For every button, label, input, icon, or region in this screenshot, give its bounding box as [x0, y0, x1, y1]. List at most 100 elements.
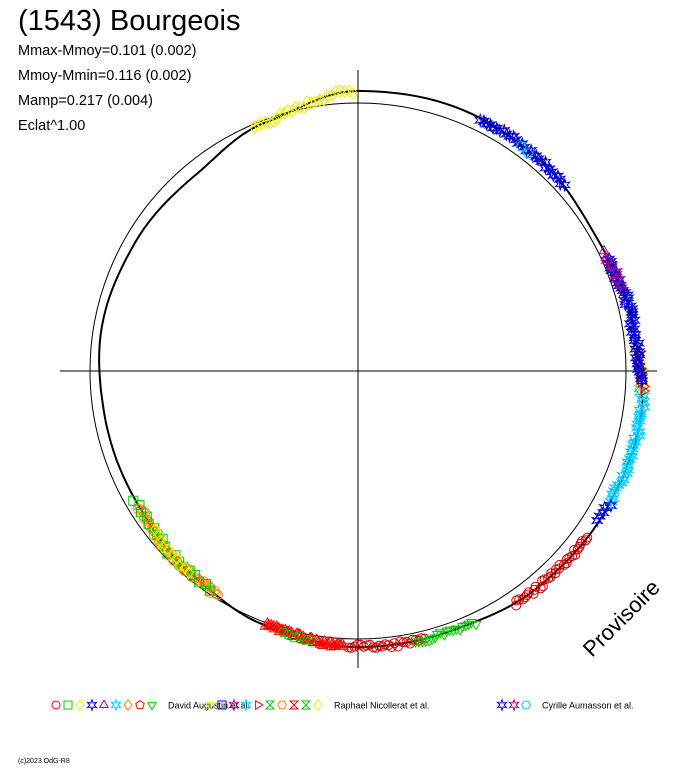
data-point	[635, 392, 649, 407]
data-point	[163, 543, 174, 557]
data-point	[450, 625, 462, 636]
legend-symbol	[228, 698, 240, 712]
data-point	[204, 585, 215, 596]
data-point	[395, 636, 406, 647]
data-point	[299, 101, 310, 115]
data-point	[128, 495, 139, 506]
data-point	[371, 642, 382, 653]
data-point	[543, 573, 554, 584]
data-point	[314, 93, 325, 107]
legend-symbol	[98, 699, 110, 708]
legend-symbol	[146, 702, 158, 711]
data-point	[348, 86, 359, 101]
data-point	[611, 477, 625, 493]
data-point	[499, 126, 513, 142]
data-point	[157, 534, 168, 545]
data-point	[542, 161, 556, 177]
data-point	[625, 310, 639, 326]
legend-symbol	[288, 700, 300, 710]
data-point	[582, 532, 593, 543]
data-point	[511, 600, 522, 611]
data-point	[272, 111, 283, 126]
data-point	[640, 385, 651, 397]
data-point	[352, 639, 363, 650]
data-point	[423, 637, 435, 647]
reference-circle	[89, 102, 627, 640]
data-point	[193, 576, 204, 587]
data-point	[605, 486, 619, 502]
data-point	[590, 513, 604, 528]
legend-symbol	[51, 700, 61, 710]
data-point	[567, 551, 578, 562]
data-point	[593, 508, 606, 524]
data-point	[150, 522, 161, 537]
lightcurve-layer	[98, 89, 644, 649]
data-point	[606, 491, 620, 507]
data-point	[322, 89, 333, 104]
data-point	[532, 151, 545, 167]
legend-symbol	[63, 700, 73, 710]
data-point	[598, 244, 610, 255]
data-point	[539, 154, 552, 170]
stat-mmax-mmoy: Mmax-Mmoy=0.101 (0.002)	[18, 43, 197, 59]
data-point	[619, 294, 632, 310]
data-point	[580, 535, 591, 546]
data-point	[134, 500, 145, 510]
data-point	[339, 84, 350, 99]
data-point	[614, 278, 628, 294]
series-group	[473, 112, 649, 528]
data-point	[305, 635, 317, 645]
data-point	[153, 527, 165, 541]
watermark-text: Provisoire	[578, 575, 665, 662]
data-point	[635, 373, 649, 389]
data-point	[635, 370, 649, 386]
data-point	[310, 95, 321, 109]
data-point	[249, 120, 260, 134]
legend-symbol	[110, 698, 122, 712]
data-point	[515, 141, 527, 151]
legend: David Augustin et al. Raphael Nicollerat …	[51, 698, 634, 712]
data-point	[564, 552, 575, 563]
data-point	[200, 579, 211, 589]
data-point	[558, 177, 572, 193]
data-point	[610, 264, 624, 280]
data-point	[605, 258, 619, 274]
data-point	[330, 84, 342, 98]
data-point	[537, 581, 548, 592]
data-point	[171, 551, 183, 566]
legend-symbol	[277, 700, 287, 710]
data-point	[136, 507, 146, 518]
data-point	[260, 116, 272, 130]
data-point	[277, 627, 289, 638]
legend-label: Raphael Nicollerat et al.	[334, 701, 430, 711]
data-point	[631, 356, 645, 371]
data-point	[473, 112, 487, 128]
data-point	[465, 619, 478, 629]
series-group	[249, 84, 651, 513]
data-point	[306, 96, 317, 110]
legend-symbol	[240, 698, 252, 712]
data-point	[155, 534, 166, 548]
data-point	[631, 353, 645, 368]
data-point	[545, 571, 556, 582]
data-point	[256, 116, 267, 130]
data-point	[633, 409, 646, 425]
data-point	[294, 101, 306, 115]
data-point	[183, 565, 194, 580]
data-point	[546, 568, 557, 579]
data-point	[553, 171, 567, 187]
series-group	[128, 495, 593, 653]
data-point	[159, 541, 170, 552]
data-point	[600, 252, 614, 268]
legend-symbol	[217, 700, 227, 710]
lightcurve-path	[98, 89, 644, 649]
legend-symbol	[75, 698, 85, 712]
data-point	[438, 631, 450, 641]
data-point	[253, 118, 264, 133]
data-point	[335, 84, 346, 98]
data-point	[632, 424, 646, 440]
data-point	[520, 592, 530, 603]
data-point	[268, 114, 280, 128]
data-point	[617, 472, 631, 488]
